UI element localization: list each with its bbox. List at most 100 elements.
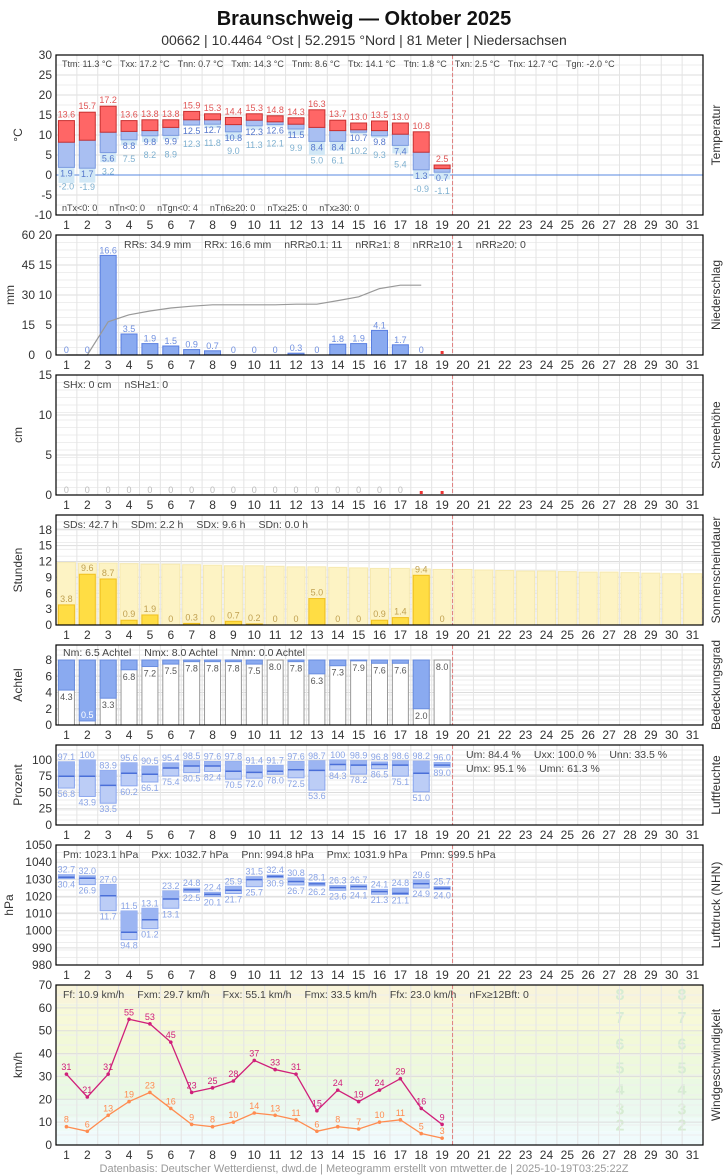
x-tick-label: 28 [623, 1148, 637, 1162]
beaufort-label: 2 [616, 1117, 625, 1134]
min-label: 25.7 [246, 888, 264, 898]
x-tick-label: 18 [415, 828, 429, 842]
stat-item: nTn6≥20: 0 [210, 203, 255, 213]
cloud-cover-bar [57, 659, 75, 691]
x-tick-label: 19 [435, 728, 449, 742]
x-tick-label: 2 [84, 498, 91, 512]
mean-wind-label: 6 [314, 1119, 319, 1129]
y-tick-label: 0 [45, 818, 52, 832]
x-tick-label: 16 [373, 498, 387, 512]
x-tick-label: 12 [289, 358, 303, 372]
x-tick-label: 19 [435, 828, 449, 842]
stat-item: Umx: 95.1 % [466, 763, 526, 775]
x-tick-label: 17 [394, 968, 408, 982]
x-tick-label: 21 [477, 498, 491, 512]
max-label: 100 [330, 750, 345, 760]
ground-temp-bar [392, 145, 409, 154]
x-tick-label: 4 [126, 828, 133, 842]
range-upper-bar [204, 761, 221, 767]
x-tick-label: 1 [63, 218, 70, 232]
range-upper-bar [162, 890, 179, 899]
stat-item: nFx≥12Bft: 0 [469, 989, 529, 1001]
gust-wind-point [231, 1079, 236, 1083]
x-tick-label: 25 [561, 728, 575, 742]
max-label: 95.6 [120, 753, 138, 763]
x-tick-label: 11 [269, 968, 282, 982]
x-tick-label: 20 [456, 728, 470, 742]
x-tick-label: 25 [561, 628, 575, 642]
mean-min-temp-bar [433, 168, 451, 173]
x-tick-label: 28 [623, 498, 637, 512]
ground-temp-bar [434, 172, 451, 180]
mean-min-temp-bar [329, 130, 347, 142]
mean-wind-point [356, 1127, 361, 1131]
sunshine-label: 1.9 [144, 604, 157, 614]
stats-row: Pm: 1023.1 hPa Pxx: 1032.7 hPa Pnn: 994.8 … [63, 849, 496, 861]
x-tick-label: 11 [269, 218, 282, 232]
max-temp-bar [329, 119, 347, 132]
possible-sunshine-bar [495, 570, 515, 626]
x-tick-label: 11 [269, 358, 282, 372]
x-tick-label: 4 [126, 218, 133, 232]
panel-wind: 22334455667788010203040506070km/hWindges… [11, 978, 723, 1162]
x-tick-label: 4 [126, 968, 133, 982]
x-tick-label: 19 [435, 628, 449, 642]
x-tick-label: 11 [269, 828, 282, 842]
panel-frame-cloud_cover [55, 644, 704, 726]
precip-label: 1.7 [394, 335, 407, 345]
max-temp-label: 14.8 [266, 105, 284, 115]
x-tick-label: 25 [561, 828, 575, 842]
stat-item: SDs: 42.7 h [63, 519, 118, 531]
max-temp-label: 2.5 [436, 154, 449, 164]
sunshine-label: 0 [356, 614, 361, 624]
x-tick-label: 2 [84, 628, 91, 642]
min-label: 75.4 [162, 777, 180, 787]
max-label: 13.1 [141, 898, 159, 908]
range-upper-bar [288, 761, 305, 770]
x-tick-label: 6 [167, 828, 174, 842]
x-tick-label: 17 [394, 728, 408, 742]
x-tick-label: 7 [188, 628, 195, 642]
gust-wind-point [377, 1088, 382, 1092]
x-tick-label: 8 [209, 728, 216, 742]
stats-row: Ff: 10.9 km/h Fxm: 29.7 km/h Fxx: 55.1 km/… [63, 989, 529, 1001]
x-tick-label: 23 [519, 968, 533, 982]
snow-label: 0 [189, 485, 194, 495]
x-tick-label: 24 [540, 498, 554, 512]
y-axis-label: Prozent [11, 764, 25, 806]
cloud-cover-bar [183, 659, 201, 663]
min-label: 75.1 [392, 777, 410, 787]
x-tick-label: 1 [63, 1148, 70, 1162]
stats-row-2: Umx: 95.1 % Umn: 61.3 % [466, 763, 600, 775]
x-tick-label: 9 [230, 1148, 237, 1162]
max-label: 96.0 [433, 753, 451, 763]
x-tick-label: 27 [602, 498, 616, 512]
gust-wind-label: 24 [374, 1078, 384, 1088]
x-tick-label: 5 [147, 218, 154, 232]
x-tick-label: 4 [126, 1148, 133, 1162]
gust-wind-label: 53 [145, 1012, 155, 1022]
ground-temp-bar [100, 152, 117, 163]
stat-item: Um: 84.4 % [466, 749, 521, 761]
y-tick-label: 25 [39, 68, 53, 82]
mean-wind-point [398, 1118, 403, 1122]
max-label: 29.6 [412, 870, 430, 880]
x-tick-label: 19 [435, 498, 449, 512]
min-label: 82.4 [204, 772, 222, 782]
min-label: 24.9 [412, 889, 430, 899]
y-tick-label: 20 [39, 228, 53, 242]
mean-wind-point [377, 1120, 382, 1124]
x-tick-label: 26 [582, 628, 596, 642]
y-tick-label: 8 [45, 653, 52, 667]
gust-wind-label: 31 [61, 1062, 71, 1072]
x-tick-label: 31 [686, 828, 700, 842]
min-temp-label: 12.5 [183, 126, 201, 136]
ground-temp-label: 10.2 [350, 146, 368, 156]
beaufort-label: 4 [616, 1082, 625, 1099]
beaufort-label: 7 [616, 1010, 625, 1027]
cloud-cover-label: 7.3 [332, 668, 345, 678]
snow-label: 0 [314, 485, 319, 495]
panel-frame-humidity [55, 744, 704, 826]
min-label: 80.5 [183, 774, 201, 784]
